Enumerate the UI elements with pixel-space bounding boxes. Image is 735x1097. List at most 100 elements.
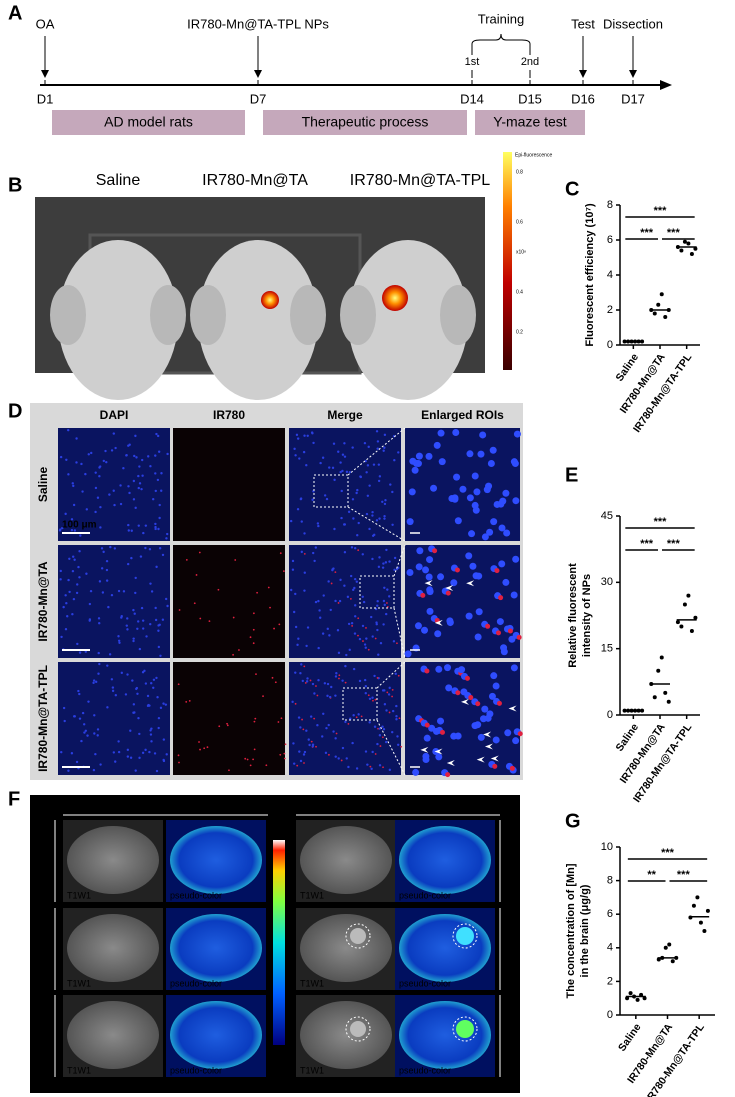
nucleus	[81, 711, 85, 715]
nucleus	[148, 548, 152, 551]
image-label: pseudo-color	[170, 890, 222, 900]
phase-label: Y-maze test	[493, 114, 567, 130]
colorbar-min: 0	[276, 1047, 281, 1057]
nucleus	[297, 716, 301, 719]
significance-label: ***	[661, 847, 675, 859]
nanoparticle	[208, 620, 211, 623]
nanoparticle	[188, 700, 191, 702]
nanoparticle	[334, 571, 337, 574]
nucleus	[154, 527, 157, 531]
nucleus	[296, 643, 299, 647]
nucleus	[321, 632, 325, 635]
nucleus	[159, 654, 162, 657]
nanoparticle	[246, 758, 249, 761]
y-tick-label: 8	[607, 199, 613, 211]
nucleus	[70, 752, 74, 755]
nucleus	[71, 613, 74, 616]
data-point	[691, 903, 696, 908]
nucleus	[312, 551, 315, 555]
nanoparticle	[199, 617, 202, 620]
nanoparticle	[377, 727, 379, 730]
nucleus	[94, 680, 98, 684]
nucleus	[323, 682, 327, 685]
nanoparticle	[234, 559, 237, 561]
nucleus	[147, 455, 150, 458]
nucleus	[157, 629, 160, 632]
nucleus	[373, 725, 377, 728]
nucleus	[98, 580, 102, 583]
nucleus	[500, 648, 508, 656]
nucleus	[90, 451, 93, 455]
nucleus	[322, 712, 325, 715]
nanoparticle	[313, 717, 316, 720]
nucleus	[289, 519, 293, 523]
event-label: OA	[36, 16, 55, 31]
nucleus	[319, 461, 322, 465]
nucleus	[67, 428, 70, 432]
nucleus	[438, 458, 446, 466]
micrograph	[405, 428, 520, 541]
nucleus	[124, 693, 128, 696]
nucleus	[306, 626, 310, 629]
arrowhead	[420, 746, 429, 753]
nucleus	[353, 547, 357, 550]
nucleus	[365, 637, 368, 640]
x-tick-label: Saline	[616, 1021, 644, 1053]
nanoparticle	[445, 772, 451, 778]
nucleus	[132, 711, 135, 714]
nucleus	[157, 726, 160, 730]
nucleus	[475, 608, 483, 616]
y-tick-label: 30	[601, 576, 613, 588]
nucleus	[148, 750, 151, 754]
nucleus	[340, 489, 343, 493]
nanoparticle	[206, 746, 209, 749]
nucleus	[131, 679, 134, 682]
nucleus	[327, 580, 330, 583]
nucleus	[125, 624, 128, 627]
nanoparticle	[218, 725, 221, 728]
nucleus	[145, 635, 148, 638]
nucleus	[488, 692, 496, 700]
phase-label: AD model rats	[104, 114, 193, 130]
nucleus	[444, 664, 452, 672]
roi-circle	[452, 1016, 478, 1042]
brain	[67, 914, 159, 982]
nucleus	[305, 464, 308, 467]
nucleus	[68, 590, 71, 594]
nucleus	[127, 523, 130, 527]
nucleus	[300, 550, 304, 554]
nucleus	[388, 560, 391, 563]
nucleus	[377, 565, 381, 569]
nucleus	[294, 625, 298, 629]
nucleus	[473, 488, 481, 496]
nanoparticle	[267, 586, 270, 589]
nanoparticle	[374, 637, 377, 640]
significance-label: ***	[667, 227, 681, 239]
nucleus	[149, 465, 152, 468]
nucleus	[59, 455, 63, 459]
nucleus	[302, 450, 306, 454]
nucleus	[141, 751, 145, 755]
nucleus	[511, 460, 519, 468]
nanoparticle	[279, 552, 282, 555]
nanoparticle	[284, 743, 287, 746]
nucleus	[387, 693, 391, 696]
nucleus	[134, 506, 137, 510]
nucleus	[61, 526, 64, 530]
arrowhead	[466, 580, 475, 587]
nucleus	[110, 449, 114, 452]
nucleus	[71, 569, 75, 573]
nucleus	[311, 682, 315, 686]
nucleus	[316, 522, 320, 525]
nanoparticle	[198, 741, 200, 743]
arrowhead	[461, 698, 470, 705]
nucleus	[348, 648, 351, 652]
nucleus	[317, 679, 320, 682]
nanoparticle	[249, 764, 252, 767]
nucleus	[381, 689, 385, 692]
nucleus	[88, 602, 92, 606]
nucleus	[454, 517, 462, 525]
nanoparticle	[249, 636, 252, 639]
nanoparticle	[367, 648, 370, 651]
nucleus	[153, 752, 157, 755]
